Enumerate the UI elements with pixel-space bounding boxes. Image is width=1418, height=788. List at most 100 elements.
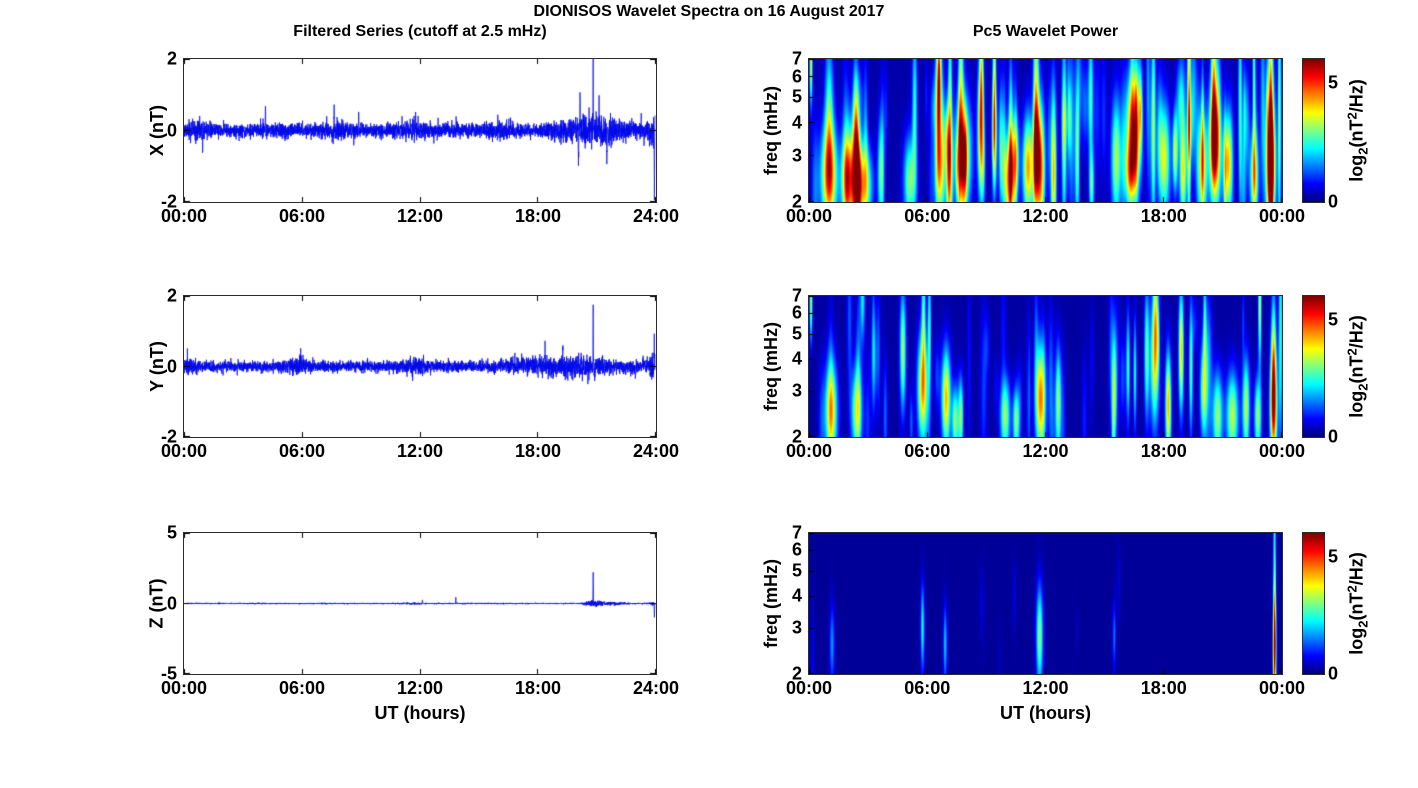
tick-label: 2: [166, 285, 177, 306]
tick-label: 18:00: [514, 441, 562, 461]
x-series-ytick-labels: 2 0 -2: [140, 49, 184, 212]
panel-x-filtered-series: X (nT) 2 0 -2 00:00 06:00 12:00 18:00 24:00: [147, 49, 680, 227]
tick-label: 12:00: [1022, 441, 1069, 461]
tick-label: 18:00: [1140, 206, 1187, 226]
tick-label: 06:00: [278, 206, 326, 226]
x-series-xtick-labels: 00:00 06:00 12:00 18:00 24:00: [161, 202, 679, 228]
tick-label: -5: [160, 663, 177, 684]
tick-label: 5: [1328, 309, 1339, 329]
tick-label: 3: [791, 380, 802, 401]
tick-label: 5: [791, 323, 802, 344]
tick-label: 0: [166, 120, 177, 140]
tick-label: 06:00: [278, 678, 326, 698]
tick-label: 2: [791, 663, 802, 684]
tick-label: 00:00: [1258, 206, 1306, 226]
tick-label: 06:00: [904, 441, 951, 461]
tick-label: 24:00: [632, 678, 680, 698]
right-xaxis-label: UT (hours): [1000, 703, 1091, 723]
tick-label: 4: [791, 348, 802, 369]
tick-label: 06:00: [904, 206, 951, 226]
colorbar-z-label-wrap: log2(nT2/Hz): [1344, 533, 1371, 674]
tick-label: 06:00: [904, 678, 951, 698]
tick-label: 24:00: [632, 441, 680, 461]
tick-label: 5: [166, 522, 177, 543]
tick-label: -2: [160, 191, 177, 212]
tick-label: 12:00: [396, 441, 444, 461]
colorbar-y-label: log2(nT2/Hz): [1344, 315, 1371, 418]
left-xaxis-label: UT (hours): [374, 703, 466, 723]
y-spectrogram-canvas: [809, 296, 1282, 437]
panel-z-filtered-series: Z (nT) 5 0 -5 00:00 06:00 12:00 18:00 24:00: [147, 523, 680, 699]
z-spectrogram-canvas: [809, 533, 1282, 674]
panel-y-filtered-series: Y (nT) 2 0 -2 00:00 06:00 12:00 18:00 24:00: [147, 286, 680, 462]
tick-label: 00:00: [785, 678, 833, 698]
tick-label: 2: [166, 48, 177, 69]
x-series-plot-canvas: [184, 59, 656, 202]
tick-label: -2: [160, 426, 177, 447]
left-column-title: Filtered Series (cutoff at 2.5 mHz): [293, 23, 547, 40]
tick-label: 4: [791, 585, 802, 606]
x-spectrogram-canvas: [809, 59, 1282, 202]
tick-label: 00:00: [160, 678, 208, 698]
tick-label: 00:00: [1258, 678, 1306, 698]
colorbar-x-label-wrap: log2(nT2/Hz): [1344, 59, 1371, 202]
tick-label: 12:00: [1022, 678, 1069, 698]
z-spectrogram-xtick-labels: 00:00 06:00 12:00 18:00 00:00: [786, 674, 1305, 700]
colorbar-x-label: log2(nT2/Hz): [1344, 79, 1371, 182]
tick-label: 06:00: [278, 441, 326, 461]
tick-label: 0: [1328, 191, 1339, 212]
tick-label: 0: [1328, 663, 1339, 684]
y-series-ytick-labels: 2 0 -2: [140, 286, 184, 447]
z-series-xtick-labels: 00:00 06:00 12:00 18:00 24:00: [161, 674, 679, 700]
colorbar-y-gradient: [1303, 296, 1324, 437]
x-spectrogram-xtick-labels: 00:00 06:00 12:00 18:00 00:00: [786, 202, 1305, 228]
colorbar-z-label: log2(nT2/Hz): [1344, 552, 1371, 655]
z-series-plot-canvas: [184, 533, 656, 674]
colorbar-x-gradient: [1303, 59, 1324, 202]
tick-label: 3: [791, 617, 802, 638]
tick-label: 18:00: [514, 678, 562, 698]
tick-label: 00:00: [160, 441, 208, 461]
right-column-title: Pc5 Wavelet Power: [972, 23, 1119, 40]
tick-label: 5: [791, 560, 802, 581]
tick-label: 18:00: [514, 206, 562, 226]
tick-label: 3: [791, 145, 802, 166]
y-series-xtick-labels: 00:00 06:00 12:00 18:00 24:00: [161, 437, 679, 463]
tick-label: 0: [166, 593, 177, 613]
tick-label: 5: [791, 86, 802, 107]
tick-label: 0: [1328, 426, 1339, 447]
tick-label: 12:00: [396, 206, 444, 226]
tick-label: 5: [1328, 546, 1339, 566]
tick-label: 12:00: [396, 678, 444, 698]
tick-label: 12:00: [1022, 206, 1069, 226]
tick-label: 6: [791, 539, 802, 560]
tick-label: 00:00: [785, 441, 833, 461]
tick-label: 2: [791, 191, 802, 212]
tick-label: 6: [791, 302, 802, 323]
colorbar-y-label-wrap: log2(nT2/Hz): [1344, 296, 1371, 437]
tick-label: 00:00: [785, 206, 833, 226]
y-spectrogram-xtick-labels: 00:00 06:00 12:00 18:00 00:00: [786, 437, 1305, 463]
z-series-ytick-labels: 5 0 -5: [140, 523, 184, 684]
figure-title: DIONISOS Wavelet Spectra on 16 August 20…: [533, 3, 885, 20]
tick-label: 7: [791, 285, 802, 306]
tick-label: 6: [791, 66, 802, 87]
tick-label: 7: [791, 522, 802, 543]
tick-label: 2: [791, 426, 802, 447]
tick-label: 0: [166, 356, 177, 376]
tick-label: 00:00: [1258, 441, 1306, 461]
tick-label: 7: [791, 48, 802, 69]
tick-label: 18:00: [1140, 678, 1187, 698]
